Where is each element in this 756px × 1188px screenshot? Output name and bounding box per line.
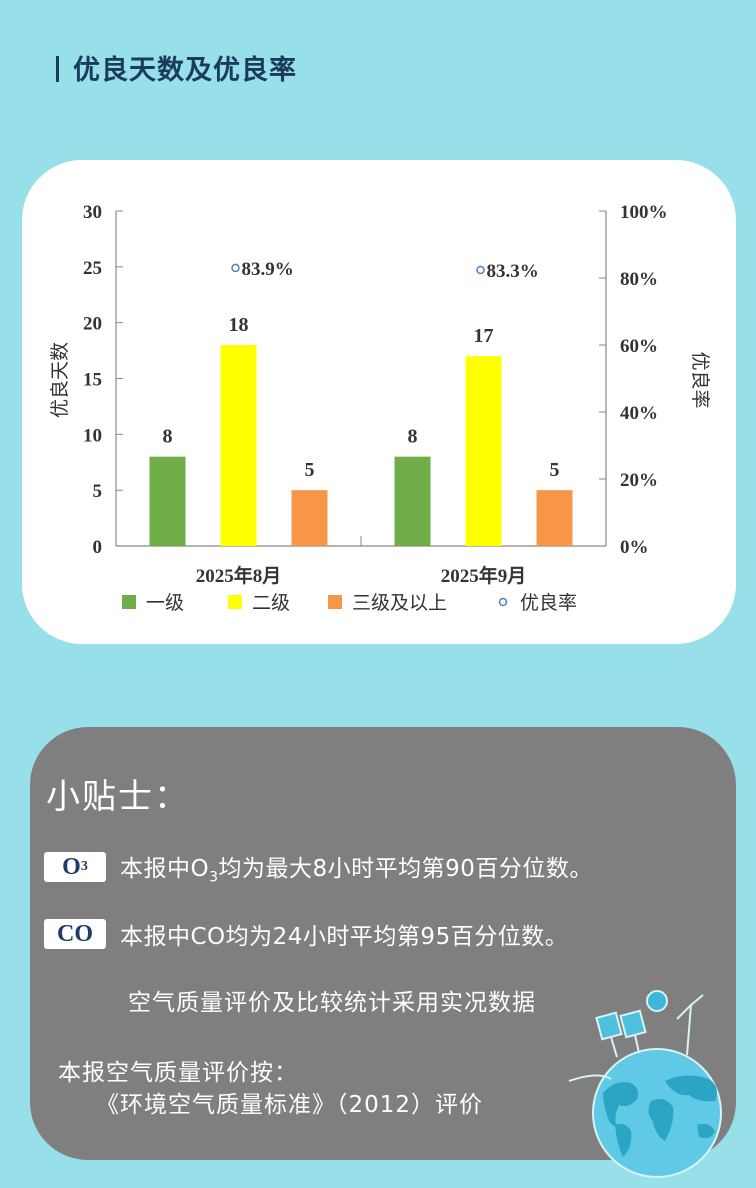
co-badge: CO bbox=[44, 919, 106, 949]
bar-value-label: 8 bbox=[163, 426, 173, 448]
legend-swatch bbox=[228, 595, 242, 609]
bar bbox=[291, 490, 328, 546]
y2-tick-label: 0% bbox=[620, 537, 649, 558]
y-tick-label: 25 bbox=[83, 258, 102, 279]
section-title-text: 优良天数及优良率 bbox=[73, 55, 297, 86]
co-tip-text: 本报中CO均为24小时平均第95百分位数。 bbox=[120, 924, 569, 950]
bar bbox=[220, 345, 257, 546]
y2-tick-label: 60% bbox=[620, 336, 658, 357]
bar bbox=[465, 356, 502, 546]
rate-label: 83.3% bbox=[487, 261, 539, 282]
title-accent-bar bbox=[56, 56, 59, 82]
legend-label: 一级 bbox=[146, 592, 184, 614]
y-tick-label: 0 bbox=[93, 537, 103, 558]
legend-label: 三级及以上 bbox=[352, 592, 447, 614]
legend-swatch bbox=[122, 595, 136, 609]
y-tick-label: 20 bbox=[83, 314, 102, 335]
tip-co: CO 本报中CO均为24小时平均第95百分位数。 bbox=[44, 917, 568, 951]
o3-tip-text: 本报中O3均为最大8小时平均第90百分位数。 bbox=[120, 856, 593, 886]
standard-note-line2: 《环境空气质量标准》（2012）评价 bbox=[96, 1092, 484, 1118]
y2-tick-label: 20% bbox=[620, 470, 658, 491]
standard-note-line1: 本报空气质量评价按： bbox=[58, 1060, 298, 1086]
bar-value-label: 5 bbox=[305, 459, 315, 481]
rate-marker bbox=[231, 263, 240, 273]
y-tick-label: 30 bbox=[83, 202, 102, 223]
bar bbox=[394, 456, 431, 546]
y2-tick-label: 80% bbox=[620, 269, 658, 290]
realtime-data-note: 空气质量评价及比较统计采用实况数据 bbox=[128, 990, 536, 1016]
legend-swatch bbox=[328, 595, 342, 609]
legend-label: 优良率 bbox=[520, 592, 577, 614]
y2-tick-label: 100% bbox=[620, 202, 668, 223]
legend-marker bbox=[498, 597, 508, 607]
y2-tick-label: 40% bbox=[620, 403, 658, 424]
chart-card: 0 5 10 15 20 25 30 0% 20% 40% 60% 80% 100% 优良天数 优良率 8 18… bbox=[22, 160, 736, 644]
bar-value-label: 17 bbox=[474, 325, 494, 347]
y-tick-label: 5 bbox=[93, 481, 103, 502]
bar-value-label: 8 bbox=[408, 426, 418, 448]
bar-value-label: 5 bbox=[550, 459, 560, 481]
earth-globe-icon bbox=[568, 990, 722, 1178]
tips-title: 小贴士： bbox=[46, 777, 190, 817]
rate-marker bbox=[476, 265, 485, 275]
x-category-label: 2025年9月 bbox=[441, 564, 527, 587]
y2-axis-label: 优良率 bbox=[689, 351, 711, 408]
x-category-label: 2025年8月 bbox=[196, 564, 282, 587]
bar bbox=[536, 490, 573, 546]
y-tick-label: 15 bbox=[83, 370, 102, 391]
legend-label: 二级 bbox=[252, 592, 290, 614]
bar bbox=[149, 456, 186, 546]
rate-label: 83.9% bbox=[242, 259, 294, 280]
section-title: 优良天数及优良率 bbox=[56, 48, 297, 87]
bar-value-label: 18 bbox=[229, 314, 249, 336]
y-tick-label: 10 bbox=[83, 425, 102, 446]
y-axis-label: 优良天数 bbox=[49, 342, 71, 418]
